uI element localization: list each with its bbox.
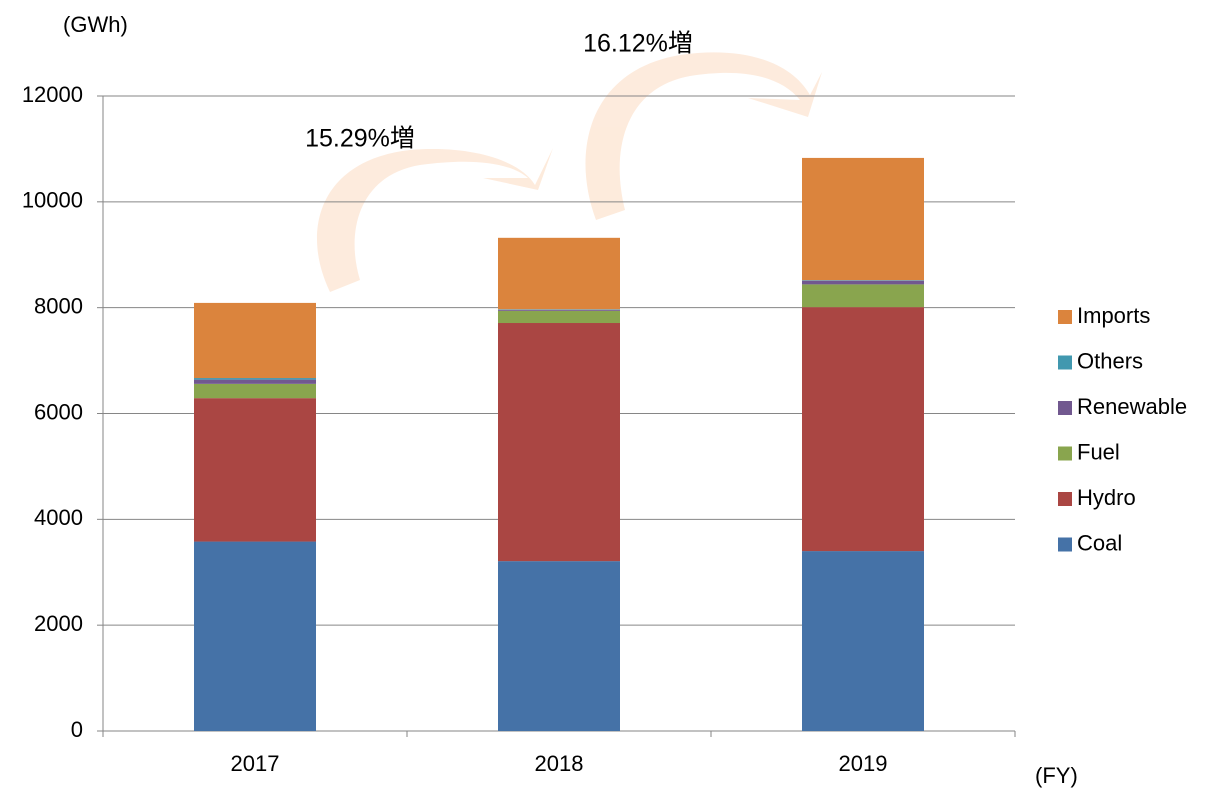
bar-segment bbox=[802, 280, 924, 281]
bar-segment bbox=[802, 280, 924, 285]
bar-segment bbox=[194, 378, 316, 380]
x-tick-label: 2019 bbox=[839, 751, 888, 776]
bar-segment bbox=[498, 561, 620, 731]
bar-segment bbox=[194, 302, 316, 379]
y-tick-label: 10000 bbox=[22, 188, 83, 213]
y-tick-label: 0 bbox=[71, 717, 83, 742]
bar-segment bbox=[498, 237, 620, 310]
bar-segment bbox=[498, 310, 620, 324]
bar-segment bbox=[802, 284, 924, 308]
y-tick-label: 8000 bbox=[34, 293, 83, 318]
legend-label: Others bbox=[1077, 348, 1143, 373]
legend-label: Hydro bbox=[1077, 485, 1136, 510]
legend-swatch bbox=[1058, 310, 1072, 324]
annotation: 16.12%増 bbox=[583, 30, 693, 58]
arrow-2 bbox=[585, 52, 822, 220]
bar-segment bbox=[194, 379, 316, 384]
legend-label: Renewable bbox=[1077, 394, 1187, 419]
bar-segment bbox=[498, 309, 620, 311]
y-tick-label: 6000 bbox=[34, 399, 83, 424]
legend-swatch bbox=[1058, 401, 1072, 415]
bar-segment bbox=[498, 323, 620, 562]
legend-label: Imports bbox=[1077, 303, 1150, 328]
x-tick-label: 2018 bbox=[535, 751, 584, 776]
arrows bbox=[316, 52, 822, 292]
x-axis-label: (FY) bbox=[1035, 763, 1078, 788]
y-tick-label: 12000 bbox=[22, 82, 83, 107]
legend-swatch bbox=[1058, 446, 1072, 461]
bar-segment bbox=[194, 398, 316, 542]
y-tick-label: 4000 bbox=[34, 505, 83, 530]
bar-segment bbox=[194, 383, 316, 399]
bar-segment bbox=[802, 307, 924, 552]
y-tick-label: 2000 bbox=[34, 611, 83, 636]
y-axis-label: (GWh) bbox=[63, 12, 128, 37]
legend-label: Fuel bbox=[1077, 439, 1120, 464]
legend-swatch bbox=[1058, 537, 1072, 552]
bar-segment bbox=[194, 541, 316, 731]
legend-swatch bbox=[1058, 492, 1072, 506]
legend-swatch bbox=[1058, 355, 1072, 370]
x-tick-label: 2017 bbox=[231, 751, 280, 776]
bar-segment bbox=[802, 157, 924, 281]
bar-segment bbox=[802, 551, 924, 731]
arrow-1 bbox=[316, 148, 553, 292]
bar-segment bbox=[498, 309, 620, 310]
annotation: 15.29%増 bbox=[305, 125, 415, 153]
legend-label: Coal bbox=[1077, 530, 1122, 555]
